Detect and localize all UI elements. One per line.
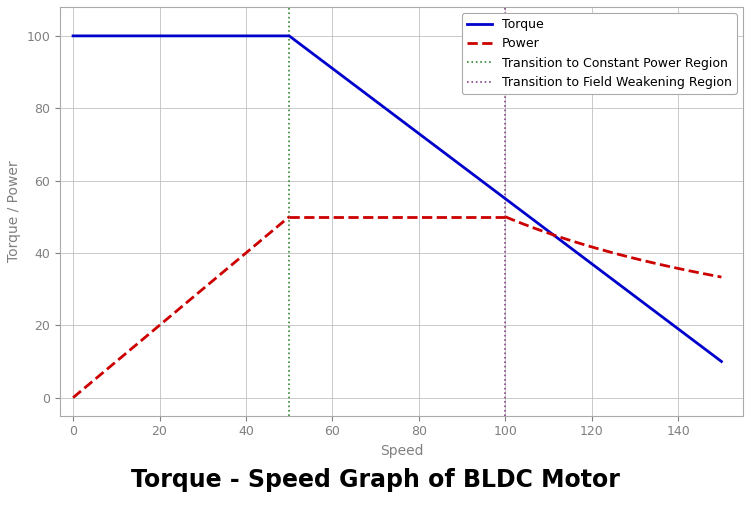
X-axis label: Speed: Speed bbox=[380, 444, 423, 458]
Legend: Torque, Power, Transition to Constant Power Region, Transition to Field Weakenin: Torque, Power, Transition to Constant Po… bbox=[462, 13, 736, 94]
Power bbox=[551, 233, 560, 239]
Text: Torque - Speed Graph of BLDC Motor: Torque - Speed Graph of BLDC Motor bbox=[130, 468, 620, 492]
Power bbox=[542, 230, 551, 236]
Power bbox=[612, 251, 621, 257]
Torque bbox=[285, 33, 294, 39]
Torque bbox=[717, 358, 726, 365]
Line: Torque: Torque bbox=[73, 36, 722, 361]
Y-axis label: Torque / Power: Torque / Power bbox=[7, 161, 21, 262]
Torque bbox=[68, 33, 77, 39]
Line: Power: Power bbox=[506, 217, 722, 277]
Power bbox=[629, 255, 638, 261]
Power bbox=[706, 272, 715, 278]
Power bbox=[501, 214, 510, 220]
Power bbox=[717, 274, 726, 280]
Power bbox=[700, 271, 709, 277]
